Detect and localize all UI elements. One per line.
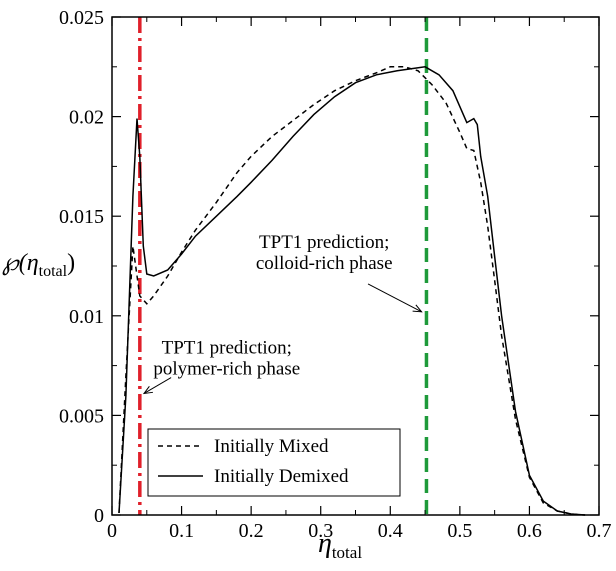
y-tick-label: 0.01 <box>69 306 104 328</box>
annotation-arrow-1 <box>143 377 172 394</box>
annotation-line: colloid-rich phase <box>256 253 393 274</box>
annotation-line: polymer-rich phase <box>153 359 300 380</box>
x-tick-label: 0.7 <box>587 520 612 542</box>
x-axis-label: ηtotal <box>318 528 362 562</box>
x-tick-label: 0.3 <box>308 520 333 542</box>
series-line-initially-mixed <box>118 66 586 516</box>
legend-label-mixed: Initially Mixed <box>214 436 329 457</box>
annotation-arrowhead-0 <box>412 304 423 313</box>
x-tick-label: 0.2 <box>239 520 264 542</box>
annotation-line: TPT1 prediction; <box>259 232 389 253</box>
annotation-text-0: TPT1 prediction; colloid-rich phase <box>256 232 393 274</box>
axis-ticks <box>111 16 600 516</box>
plot-content <box>118 17 586 516</box>
annotation-arrowhead-1 <box>142 385 153 395</box>
y-tick-label: 0.025 <box>59 7 104 29</box>
y-tick-label: 0.02 <box>69 107 104 129</box>
y-axis-label: ℘(ηtotal) <box>2 250 75 280</box>
x-tick-label: 0.1 <box>169 520 194 542</box>
y-axis-label-sub: total <box>39 263 68 280</box>
legend-box <box>147 428 401 497</box>
series-line-initially-demixed <box>118 66 586 516</box>
y-tick-label: 0 <box>94 505 104 527</box>
legend-label-demixed: Initially Demixed <box>214 466 349 487</box>
y-tick-label: 0.005 <box>59 405 104 427</box>
y-axis-label-close: ) <box>67 250 75 276</box>
y-tick-label: 0.015 <box>59 206 104 228</box>
x-tick-label: 0.4 <box>378 520 403 542</box>
x-tick-label: 0.6 <box>517 520 542 542</box>
x-axis-label-sub: total <box>332 543 362 562</box>
x-tick-label: 0 <box>107 520 117 542</box>
legend: Initially Mixed Initially Demixed <box>147 428 401 497</box>
annotation-line: TPT1 prediction; <box>162 338 292 359</box>
annotation-arrow-0 <box>367 283 422 313</box>
tick-labels: 0 0.1 0.2 0.3 0.4 0.5 0.6 0.7 0 0.005 0.01 0.015 0.0… <box>59 7 612 542</box>
annotation-text-1: TPT1 prediction; polymer-rich phase <box>153 338 300 380</box>
x-tick-label: 0.5 <box>447 520 472 542</box>
